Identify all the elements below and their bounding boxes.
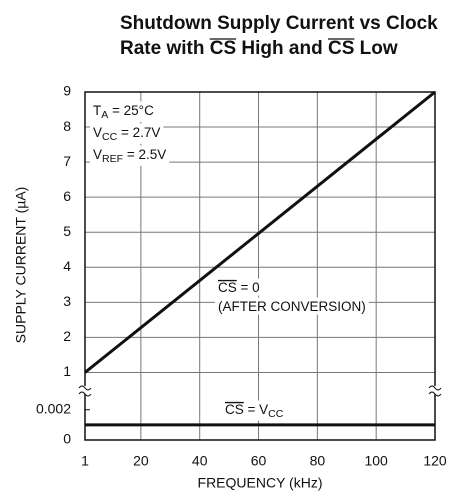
label-background [222, 400, 287, 421]
axis-break [428, 391, 442, 397]
x-tick-label: 40 [192, 453, 208, 469]
text-segment: Low [354, 38, 397, 59]
x-tick-label: 80 [310, 453, 326, 469]
axis-break-gap [432, 386, 438, 394]
y-tick-label: 4 [63, 258, 71, 274]
y-tick-label: 3 [63, 293, 71, 309]
label: VCC = 2.7V [93, 125, 160, 143]
label-background [215, 278, 263, 296]
label-background [90, 101, 158, 122]
text-segment: Rate with [120, 38, 210, 59]
x-tick-label: 1 [81, 453, 89, 469]
y-tick-label: 7 [63, 153, 71, 169]
y-tick-label: 0.002 [36, 400, 71, 416]
text-segment: CC [268, 408, 284, 420]
text-segment: = V [244, 402, 268, 417]
label-background [90, 123, 164, 144]
y-tick-label: 0 [63, 431, 71, 447]
x-tick-label: 60 [251, 453, 267, 469]
x-tick-label: 100 [364, 453, 388, 469]
y-axis-title: SUPPLY CURRENT (µA) [13, 187, 29, 344]
label: Shutdown Supply Current vs Clock [120, 13, 438, 34]
text-segment: Shutdown Supply Current vs Clock [120, 13, 438, 34]
text-segment: = 2.5V [123, 147, 166, 162]
text-segment: (AFTER CONVERSION) [218, 299, 366, 314]
label: Rate with CS High and CS Low [120, 38, 398, 59]
plot-frame [84, 91, 436, 441]
axis-break [78, 385, 92, 391]
label: TA = 25°C [93, 103, 154, 121]
label: CS = VCC [225, 402, 284, 420]
text-segment: V [93, 147, 102, 162]
data-line [84, 90, 436, 374]
y-tick-label: 8 [63, 118, 71, 134]
text-segment: T [93, 103, 101, 118]
x-axis-title: FREQUENCY (kHz) [198, 475, 323, 491]
y-tick-label: 5 [63, 223, 71, 239]
label-background [90, 145, 170, 166]
text-segment: CC [102, 131, 118, 143]
label: VREF = 2.5V [93, 147, 166, 165]
x-tick-label: 120 [423, 453, 447, 469]
axis-break [428, 385, 442, 391]
label-background [215, 297, 369, 315]
text-segment: A [101, 109, 108, 121]
y-tick-label: 9 [63, 83, 71, 99]
text-segment: V [93, 125, 102, 140]
y-tick-label: 6 [63, 188, 71, 204]
text-segment: High and [236, 38, 328, 59]
axis-break-gap [82, 386, 88, 394]
label: CS = 0 [218, 280, 260, 295]
label: (AFTER CONVERSION) [218, 299, 366, 314]
text-segment: REF [102, 153, 123, 165]
text-segment: CS [225, 402, 244, 417]
y-tick-label: 1 [63, 363, 71, 379]
text-segment: CS [210, 38, 236, 59]
text-segment: CS [218, 280, 237, 295]
axis-break [78, 391, 92, 397]
y-tick-label: 2 [63, 328, 71, 344]
text-segment: = 0 [237, 280, 260, 295]
text-segment: = 25°C [108, 103, 154, 118]
x-tick-label: 20 [133, 453, 149, 469]
text-segment: = 2.7V [117, 125, 160, 140]
text-segment: CS [328, 38, 354, 59]
